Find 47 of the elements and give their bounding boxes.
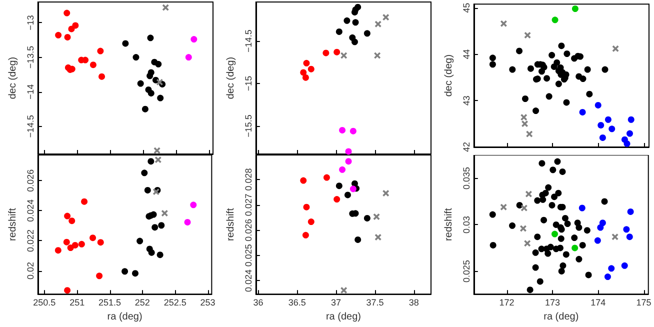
y-tick-label: 0.027 xyxy=(243,194,254,216)
y-tick-label: −14.5 xyxy=(25,114,36,138)
x-axis-title: ra (deg) xyxy=(107,312,142,322)
x-axis-title: ra (deg) xyxy=(326,312,361,322)
y-tick-label: 0.035 xyxy=(461,166,472,190)
y-tick-label: −15 xyxy=(243,76,254,92)
y-axis-title: dec (deg) xyxy=(226,56,236,100)
x-tick-label: 250.5 xyxy=(33,298,56,308)
y-tick-label: 0.026 xyxy=(25,169,36,192)
y-tick-label: −14.5 xyxy=(243,30,254,52)
x-tick-label: 173 xyxy=(544,298,560,308)
x-tick-label: 174 xyxy=(590,298,606,308)
x-tick-label: 37.5 xyxy=(366,298,384,308)
x-tick-label: 38 xyxy=(408,298,419,308)
x-tick-label: 37 xyxy=(331,298,342,308)
y-tick-label: 0.025 xyxy=(461,260,472,282)
y-tick-label: 0.025 xyxy=(243,244,254,267)
y-tick-label: −14 xyxy=(25,84,36,100)
x-tick-label: 175 xyxy=(636,298,652,308)
y-tick-label: 0.02 xyxy=(25,262,36,280)
x-tick-label: 253 xyxy=(200,298,216,308)
y-tick-label: −13 xyxy=(25,15,36,30)
x-tick-label: 36.5 xyxy=(288,298,306,308)
y-tick-label: 0.028 xyxy=(243,168,254,191)
y-tick-label: 44 xyxy=(461,49,472,60)
y-tick-label: 45 xyxy=(461,2,472,13)
y-tick-label: 43 xyxy=(461,96,472,106)
y-axis-title: redshift xyxy=(444,208,454,241)
y-tick-label: 0.022 xyxy=(25,229,36,252)
y-axis-title: dec (deg) xyxy=(444,54,454,97)
y-tick-label: 0.024 xyxy=(25,199,36,222)
y-tick-label: 0.024 xyxy=(243,269,254,292)
x-axis-title: ra (deg) xyxy=(544,312,579,322)
y-axis-title: redshift xyxy=(8,208,18,241)
y-tick-label: 42 xyxy=(461,142,472,152)
x-tick-label: 251 xyxy=(70,298,85,308)
x-tick-label: 251.5 xyxy=(98,298,122,308)
x-tick-label: 252 xyxy=(134,298,150,308)
x-tick-label: 252.5 xyxy=(164,298,186,308)
y-tick-label: 0.03 xyxy=(461,216,472,234)
y-tick-label: 0.026 xyxy=(243,218,254,242)
x-tick-label: 36 xyxy=(253,298,264,308)
y-tick-label: −13.5 xyxy=(25,46,36,69)
y-axis-title: dec (deg) xyxy=(8,56,18,100)
x-tick-label: 172 xyxy=(499,298,514,308)
y-tick-label: −15.5 xyxy=(243,114,254,138)
y-axis-title: redshift xyxy=(226,208,236,241)
